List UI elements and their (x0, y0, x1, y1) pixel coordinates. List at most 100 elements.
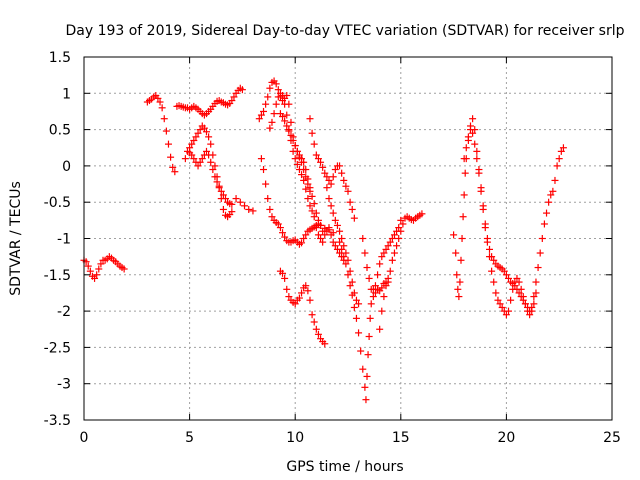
data-point-marker (283, 285, 291, 293)
data-point-marker (302, 173, 310, 181)
data-point-marker (211, 173, 219, 181)
data-point-marker (308, 207, 316, 215)
data-point-marker (521, 300, 529, 308)
data-point-marker (319, 163, 327, 171)
data-point-marker (262, 180, 270, 188)
data-point-marker (281, 117, 289, 125)
y-tick-label: 1 (62, 86, 71, 102)
data-point-marker (298, 289, 306, 297)
data-point-marker (540, 220, 548, 228)
data-point-marker (196, 158, 204, 166)
data-point-marker (300, 166, 308, 174)
data-point-marker (274, 93, 282, 101)
x-axis-label: GPS time / hours (286, 459, 403, 475)
data-point-marker (211, 162, 219, 170)
data-point-marker (91, 274, 99, 282)
data-point-marker (329, 238, 337, 246)
data-point-marker (338, 169, 346, 177)
data-point-marker (285, 127, 293, 135)
data-point-marker (453, 271, 461, 279)
data-point-marker (312, 224, 320, 232)
data-point-marker (276, 224, 284, 232)
data-point-marker (317, 221, 325, 229)
data-point-marker (475, 169, 483, 177)
data-point-marker (369, 293, 377, 301)
data-point-marker (274, 86, 282, 94)
data-point-marker (363, 264, 371, 272)
data-point-marker (530, 293, 538, 301)
data-point-marker (270, 110, 278, 118)
data-point-marker (260, 166, 268, 174)
data-point-marker (228, 208, 236, 216)
data-point-marker (517, 285, 525, 293)
data-point-marker (281, 233, 289, 241)
y-tick-label: -0.5 (44, 195, 71, 211)
data-point-marker (357, 347, 365, 355)
data-point-marker (473, 155, 481, 163)
y-axis-label: SDTVAR / TECUs (8, 181, 24, 296)
data-point-marker (536, 249, 544, 257)
data-point-marker (200, 124, 208, 132)
data-point-marker (543, 209, 551, 217)
data-point-marker (327, 180, 335, 188)
data-point-marker (317, 158, 325, 166)
data-point-marker (325, 226, 333, 234)
data-point-marker (336, 162, 344, 170)
data-point-marker (460, 191, 468, 199)
data-point-marker (462, 144, 470, 152)
data-point-marker (93, 271, 101, 279)
data-point-marker (460, 155, 468, 163)
data-point-marker (260, 107, 268, 115)
data-point-marker (348, 205, 356, 213)
data-point-marker (340, 242, 348, 250)
data-point-marker (331, 242, 339, 250)
data-point-marker (279, 269, 287, 277)
data-point-marker (338, 235, 346, 242)
data-point-marker (456, 278, 464, 286)
data-point-marker (314, 155, 322, 163)
data-point-marker (287, 118, 295, 126)
data-point-marker (283, 122, 291, 130)
data-point-marker (455, 293, 463, 301)
data-point-marker (486, 245, 494, 253)
chart-title: Day 193 of 2019, Sidereal Day-to-day VTE… (65, 23, 624, 39)
data-point-marker (266, 205, 274, 213)
data-point-marker (236, 198, 244, 206)
data-point-marker (551, 176, 559, 184)
data-point-marker (306, 202, 314, 210)
data-point-marker (371, 282, 379, 290)
data-point-marker (205, 133, 213, 141)
data-point-marker (194, 162, 202, 170)
data-point-marker (202, 128, 210, 136)
data-point-marker (188, 140, 196, 148)
data-point-marker (386, 267, 394, 275)
data-point-marker (336, 238, 344, 246)
data-series (80, 77, 567, 404)
data-point-marker (348, 291, 356, 299)
data-point-marker (310, 200, 318, 208)
data-point-marker (376, 325, 384, 333)
data-point-marker (300, 176, 308, 184)
data-point-marker (367, 300, 375, 308)
data-point-marker (338, 245, 346, 253)
data-point-marker (344, 256, 352, 264)
data-point-marker (310, 213, 318, 221)
data-point-marker (507, 296, 515, 304)
data-point-marker (321, 231, 329, 239)
data-point-marker (469, 129, 477, 137)
data-point-marker (312, 151, 320, 159)
y-tick-label: 0.5 (49, 123, 71, 139)
data-point-marker (319, 238, 327, 246)
y-tick-label: 1.5 (49, 50, 71, 66)
data-point-marker (367, 285, 375, 293)
data-point-marker (306, 296, 314, 304)
data-point-marker (399, 220, 407, 228)
data-point-marker (378, 307, 386, 315)
data-point-marker (363, 372, 371, 380)
data-point-marker (215, 182, 223, 190)
data-point-marker (530, 300, 538, 308)
data-point-marker (205, 151, 213, 159)
data-point-marker (300, 235, 308, 242)
data-point-marker (340, 176, 348, 184)
data-point-marker (519, 293, 527, 301)
